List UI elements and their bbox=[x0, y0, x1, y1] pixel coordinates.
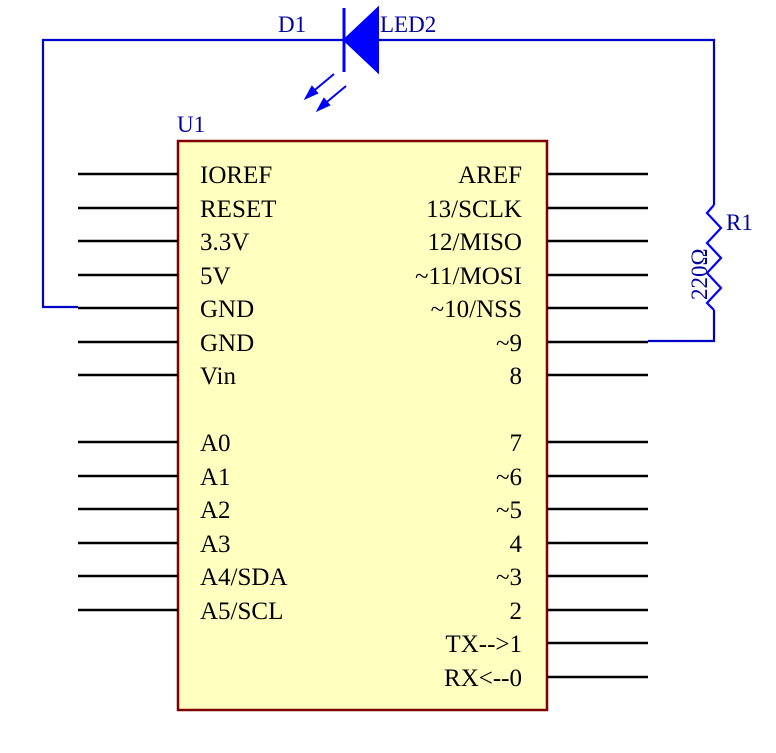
led-light-arrows-icon bbox=[303, 73, 347, 113]
resistor-zigzag bbox=[705, 204, 723, 311]
mcu-right-pins: AREF 13/SCLK 12/MISO ~11/MOSI ~10/NSS ~9 8 7 ~6 ~… bbox=[415, 162, 648, 692]
pin-label-right: ~10/NSS bbox=[431, 296, 522, 323]
mcu-designator: U1 bbox=[177, 112, 205, 137]
pin-label-right: 4 bbox=[510, 531, 523, 558]
pin-label-right: 8 bbox=[510, 363, 523, 390]
pin-label-right: 7 bbox=[510, 430, 523, 457]
pin-label-right: ~9 bbox=[496, 330, 522, 357]
pin-label-left: A1 bbox=[200, 464, 231, 491]
pin-label-left: 5V bbox=[200, 263, 231, 290]
pin-label-right: 13/SCLK bbox=[426, 196, 522, 223]
pin-label-right: ~5 bbox=[496, 497, 522, 524]
wire-led-anode-to-resistor bbox=[378, 38, 716, 205]
pin-label-right: RX<--0 bbox=[444, 665, 522, 692]
led-triangle bbox=[342, 5, 379, 75]
mcu-body bbox=[176, 139, 549, 712]
wire-gnd-to-led-cathode bbox=[41, 38, 344, 309]
pin-label-left: IOREF bbox=[200, 162, 272, 189]
pin-label-left: A3 bbox=[200, 531, 231, 558]
pin-label-right: ~6 bbox=[496, 464, 522, 491]
resistor-value: 220Ω bbox=[687, 248, 712, 300]
pin-label-right: AREF bbox=[458, 162, 522, 189]
mcu-left-pins: IOREF RESET 3.3V 5V GND GND Vin A0 A1 A2 A3 A4/SDA A… bbox=[78, 162, 288, 625]
pin-label-right: TX-->1 bbox=[445, 631, 522, 658]
pin-label-left: A0 bbox=[200, 430, 231, 457]
led-designator: D1 bbox=[278, 12, 306, 37]
pin-label-right: 2 bbox=[510, 598, 523, 625]
pin-label-right: ~11/MOSI bbox=[415, 263, 522, 290]
pin-label-left: A5/SCL bbox=[200, 598, 283, 625]
resistor-r1: R1 220Ω bbox=[687, 204, 753, 311]
pin-label-left: 3.3V bbox=[200, 229, 249, 256]
pin-label-left: GND bbox=[200, 296, 254, 323]
pin-label-right: 12/MISO bbox=[428, 229, 522, 256]
pin-label-left: GND bbox=[200, 330, 254, 357]
pin-label-left: A4/SDA bbox=[200, 564, 288, 591]
led-value: LED2 bbox=[380, 12, 436, 37]
wire-resistor-to-pin9 bbox=[648, 310, 716, 343]
pin-label-left: A2 bbox=[200, 497, 231, 524]
pin-label-left: Vin bbox=[200, 363, 236, 390]
resistor-designator: R1 bbox=[726, 210, 753, 235]
pin-label-left: RESET bbox=[200, 196, 276, 223]
led-d1: D1 LED2 bbox=[278, 5, 436, 113]
pin-label-right: ~3 bbox=[496, 564, 522, 591]
